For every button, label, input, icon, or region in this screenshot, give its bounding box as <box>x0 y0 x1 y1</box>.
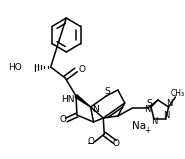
Text: S: S <box>104 87 110 97</box>
Text: N: N <box>151 118 157 127</box>
Text: N: N <box>144 106 150 114</box>
Text: O: O <box>112 139 120 149</box>
Text: CH₃: CH₃ <box>170 90 184 98</box>
Text: HO: HO <box>8 62 21 72</box>
Text: Na: Na <box>132 121 147 131</box>
Text: N: N <box>92 106 99 114</box>
Text: HN: HN <box>61 96 75 104</box>
Polygon shape <box>75 95 91 107</box>
Text: +: + <box>144 126 151 135</box>
Text: N: N <box>166 98 173 107</box>
Text: O: O <box>78 66 85 75</box>
Text: S: S <box>146 100 152 108</box>
Text: N: N <box>163 111 170 121</box>
Text: O: O <box>60 115 67 124</box>
Text: −: − <box>87 139 95 149</box>
Text: O: O <box>87 138 94 146</box>
